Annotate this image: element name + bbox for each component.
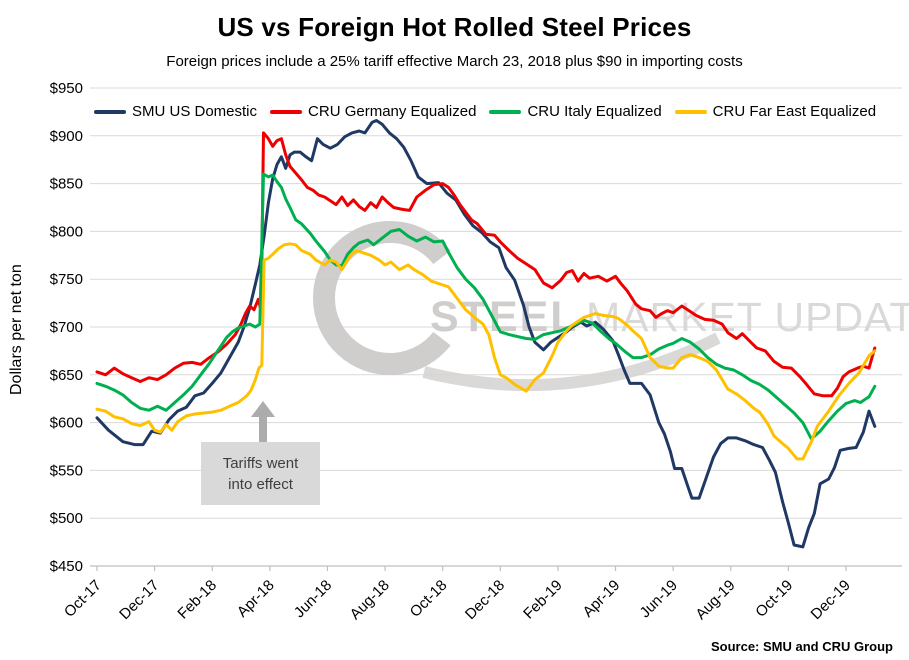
chart-title: US vs Foreign Hot Rolled Steel Prices — [217, 12, 692, 42]
svg-text:Feb-18: Feb-18 — [174, 577, 220, 623]
series-line-1 — [95, 131, 877, 398]
legend-label: SMU US Domestic — [132, 103, 258, 120]
legend-label: CRU Germany Equalized — [308, 103, 477, 120]
svg-text:Dec-19: Dec-19 — [808, 577, 854, 623]
legend-label: CRU Italy Equalized — [527, 103, 662, 120]
legend-item-2: CRU Italy Equalized — [489, 103, 662, 120]
legend-item-0: SMU US Domestic — [94, 103, 257, 120]
svg-text:$950: $950 — [50, 80, 83, 97]
series-line-3 — [95, 242, 877, 461]
svg-text:Jun-19: Jun-19 — [637, 577, 681, 621]
svg-text:Oct-17: Oct-17 — [61, 577, 105, 621]
annotation-arrow-icon — [251, 401, 275, 417]
svg-text:$650: $650 — [50, 367, 83, 384]
chart-subtitle: Foreign prices include a 25% tariff effe… — [166, 53, 743, 70]
annotation-arrow-shaft — [259, 416, 267, 443]
svg-text:Feb-19: Feb-19 — [520, 577, 566, 623]
svg-text:Aug-18: Aug-18 — [347, 577, 393, 623]
series-lines — [95, 119, 877, 549]
watermark-word-2: MARKET UPDATE — [586, 294, 909, 340]
legend-swatch-icon — [489, 109, 522, 114]
svg-text:Dec-18: Dec-18 — [462, 577, 508, 623]
svg-text:Apr-19: Apr-19 — [580, 577, 624, 621]
svg-text:$750: $750 — [50, 271, 83, 288]
svg-text:Jun-18: Jun-18 — [291, 577, 335, 621]
series-line-0 — [95, 119, 877, 549]
legend: SMU US Domestic CRU Germany Equalized CRU … — [94, 103, 903, 120]
svg-text:$500: $500 — [50, 510, 83, 527]
tariff-annotation: Tariffs went into effect — [201, 442, 320, 505]
svg-text:Aug-19: Aug-19 — [692, 577, 738, 623]
legend-swatch-icon — [270, 109, 303, 114]
svg-text:$550: $550 — [50, 462, 83, 479]
svg-text:$800: $800 — [50, 223, 83, 240]
legend-item-3: CRU Far East Equalized — [674, 103, 877, 120]
legend-label: CRU Far East Equalized — [712, 103, 877, 120]
svg-text:$900: $900 — [50, 128, 83, 145]
svg-text:$700: $700 — [50, 319, 83, 336]
legend-swatch-icon — [94, 109, 126, 114]
x-tick-labels: Oct-17 Dec-17 Feb-18 Apr-18 Jun-18 Aug-18 Oct-… — [61, 577, 854, 623]
series-line-2 — [95, 172, 877, 441]
watermark-logo: STEEL MARKET UPDATE — [313, 221, 909, 392]
svg-text:Dec-17: Dec-17 — [116, 577, 162, 623]
svg-text:$600: $600 — [50, 415, 83, 432]
legend-item-1: CRU Germany Equalized — [270, 103, 476, 120]
svg-text:Oct-18: Oct-18 — [407, 577, 451, 621]
svg-text:$450: $450 — [50, 558, 83, 575]
svg-text:Oct-19: Oct-19 — [752, 577, 796, 621]
legend-swatch-icon — [674, 109, 707, 114]
y-tick-labels: $450 $500 $550 $600 $650 $700 $750 $800 $850 $900… — [50, 80, 83, 575]
svg-text:$850: $850 — [50, 176, 83, 193]
annotation-line-1: Tariffs went — [222, 454, 299, 472]
source-text: Source: SMU and CRU Group — [710, 639, 893, 654]
x-axis — [90, 565, 902, 571]
annotation-line-2: into effect — [228, 475, 293, 493]
svg-text:Apr-18: Apr-18 — [234, 577, 278, 621]
